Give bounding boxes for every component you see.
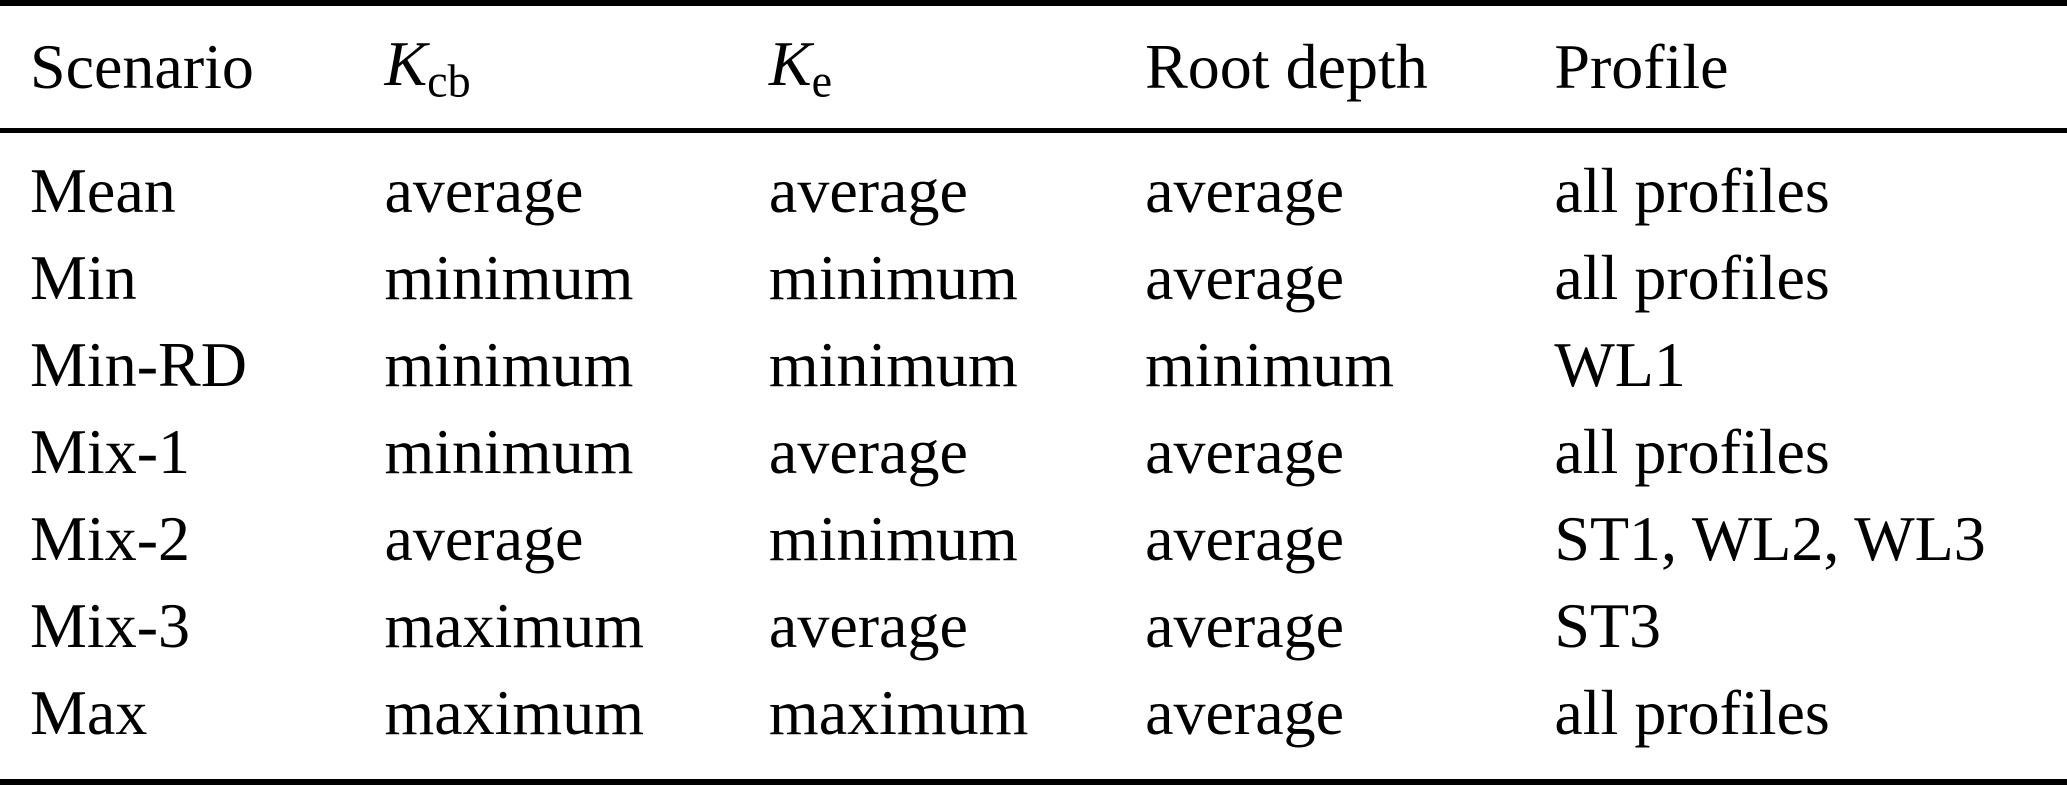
cell-kcb: minimum <box>384 241 634 313</box>
cell-root-depth: average <box>1145 677 1345 749</box>
header-ke: Ke <box>769 3 1145 131</box>
table-row: Mix-1 minimum average average all profil… <box>0 408 2067 495</box>
cell-ke: minimum <box>768 241 1018 313</box>
kcb-symbol: K <box>384 27 428 99</box>
ke-subscript: e <box>811 55 833 107</box>
cell-scenario: Max <box>30 677 148 749</box>
header-row: Scenario Kcb Ke Root depth Profile <box>0 3 2067 131</box>
cell-ke: average <box>768 590 968 662</box>
cell-kcb: minimum <box>384 415 634 487</box>
table-row: Mix-3 maximum average average ST3 <box>0 583 2067 670</box>
table-header: Scenario Kcb Ke Root depth Profile <box>0 3 2067 131</box>
table-row: Mean average average average all profile… <box>0 131 2067 235</box>
cell-root-depth: average <box>1145 503 1345 575</box>
cell-profile: WL1 <box>1554 328 1686 400</box>
cell-profile: all profiles <box>1554 677 1830 749</box>
cell-ke: minimum <box>768 503 1018 575</box>
table-body: Mean average average average all profile… <box>0 131 2067 782</box>
cell-kcb: average <box>384 503 584 575</box>
cell-ke: average <box>768 154 968 226</box>
cell-kcb: average <box>384 154 584 226</box>
cell-profile: ST3 <box>1554 590 1662 662</box>
kcb-subscript: cb <box>427 55 471 107</box>
cell-scenario: Min <box>30 241 137 313</box>
header-kcb: Kcb <box>384 3 768 131</box>
cell-profile: all profiles <box>1554 154 1830 226</box>
cell-scenario: Min-RD <box>30 328 247 400</box>
cell-kcb: maximum <box>384 590 644 662</box>
cell-kcb: minimum <box>384 328 634 400</box>
cell-root-depth: average <box>1145 590 1345 662</box>
table-row: Min minimum minimum average all profiles <box>0 234 2067 321</box>
table-row: Mix-2 average minimum average ST1, WL2, … <box>0 496 2067 583</box>
cell-scenario: Mix-2 <box>30 503 190 575</box>
cell-root-depth: average <box>1145 241 1345 313</box>
cell-ke: maximum <box>768 677 1029 749</box>
cell-root-depth: average <box>1145 415 1345 487</box>
cell-scenario: Mix-1 <box>30 415 190 487</box>
cell-ke: minimum <box>768 328 1018 400</box>
cell-scenario: Mix-3 <box>30 590 190 662</box>
cell-scenario: Mean <box>30 154 176 226</box>
ke-symbol: K <box>768 27 812 99</box>
cell-ke: average <box>768 415 968 487</box>
cell-kcb: maximum <box>384 677 644 749</box>
table-row: Min-RD minimum minimum minimum WL1 <box>0 321 2067 408</box>
cell-root-depth: minimum <box>1145 328 1394 400</box>
header-scenario: Scenario <box>30 31 254 102</box>
header-root-depth: Root depth <box>1145 31 1428 102</box>
cell-profile: all profiles <box>1554 415 1830 487</box>
header-profile: Profile <box>1554 31 1729 102</box>
cell-root-depth: average <box>1145 154 1345 226</box>
cell-profile: all profiles <box>1554 241 1830 313</box>
cell-profile: ST1, WL2, WL3 <box>1554 503 1986 575</box>
table-row: Max maximum maximum average all profiles <box>0 670 2067 782</box>
